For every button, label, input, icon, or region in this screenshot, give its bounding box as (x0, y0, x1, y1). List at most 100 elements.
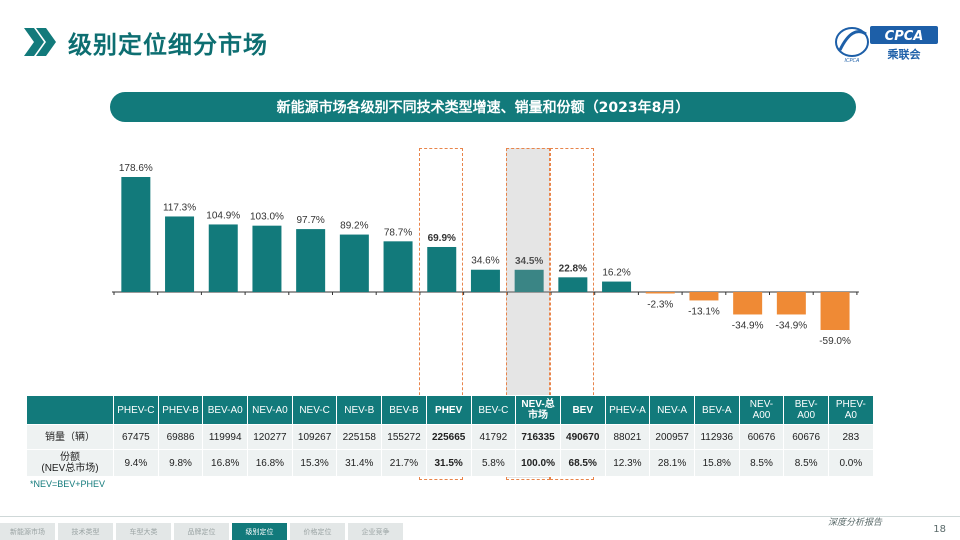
data-label-0: 178.6% (119, 163, 153, 174)
column-header: BEV-C (470, 395, 517, 425)
table-cell: 0.0% (828, 449, 874, 477)
table-header-row: PHEV-C PHEV-B BEV-A0 NEV-A0 NEV-C NEV-B BEV-B P… (26, 395, 874, 425)
sales-share-table: PHEV-C PHEV-B BEV-A0 NEV-A0 NEV-C NEV-B BEV-B P… (26, 395, 874, 477)
footer-divider (0, 516, 960, 517)
table-cell: 119994 (202, 424, 249, 450)
bar-11 (602, 281, 632, 292)
bar-1 (165, 216, 195, 292)
table-cell: 112936 (693, 424, 740, 450)
column-header: BEV- A00 (783, 395, 829, 425)
table-cell: 225158 (336, 424, 383, 450)
nav-item[interactable]: 品牌定位 (174, 523, 229, 540)
table-cell: 21.7% (381, 449, 427, 477)
table-cell: 41792 (470, 424, 517, 450)
table-cell: 9.4% (113, 449, 159, 477)
bar-5 (339, 234, 369, 292)
bar-14 (733, 292, 763, 315)
column-header: NEV-A (649, 395, 695, 425)
logo-subtext: 乘联会 (887, 47, 922, 61)
page-number: 18 (933, 524, 946, 535)
highlight-dashed-column (418, 148, 463, 480)
table-cell: 490670 (559, 424, 606, 450)
nav-item[interactable]: 新能源市场 (0, 523, 55, 540)
table-cell: 716335 (515, 424, 561, 450)
table-row: 销量（辆） 67475 69886 119994 120277 109267 225158 1… (26, 424, 874, 450)
bar-9 (514, 269, 544, 292)
cpca-logo: CPCA 乘联会 ICPCA (835, 26, 938, 64)
nav-item[interactable]: 价格定位 (290, 523, 345, 540)
table-cell: 60676 (738, 424, 785, 450)
bar-12 (645, 292, 675, 294)
data-label-8: 34.6% (471, 256, 499, 267)
table-cell: 88021 (604, 424, 651, 450)
data-label-10: 22.8% (559, 263, 587, 274)
column-header: BEV-A0 (202, 395, 249, 425)
row-label: 份额 (NEV总市场) (26, 449, 114, 477)
table-cell: 8.5% (738, 449, 785, 477)
data-label-12: -2.3% (647, 299, 673, 310)
table-corner (26, 395, 114, 425)
data-label-3: 103.0% (250, 212, 284, 223)
table-cell: 100.0% (515, 449, 561, 477)
table-cell: 12.3% (604, 449, 651, 477)
table-cell: 68.5% (559, 449, 606, 477)
bar-8 (470, 269, 500, 292)
column-header: PHEV-B (157, 395, 204, 425)
table-cell: 67475 (113, 424, 159, 450)
nav-item[interactable]: 级别定位 (232, 523, 287, 540)
data-label-16: -59.0% (819, 336, 851, 347)
data-label-6: 78.7% (384, 227, 412, 238)
highlight-dashed-column (506, 148, 550, 480)
logo-tag: ICPCA (845, 58, 860, 64)
data-label-7: 69.9% (428, 233, 456, 244)
table-cell: 31.5% (425, 449, 472, 477)
growth-bar-chart: 178.6% 117.3% 104.9% 103.0% 97.7% 89.2% 78.7% 6… (112, 163, 859, 347)
nav-item[interactable]: 车型大类 (116, 523, 171, 540)
bar-0 (121, 177, 151, 292)
page-header: 级别定位细分市场 (22, 24, 268, 60)
table-cell: 60676 (783, 424, 829, 450)
bar-3 (252, 225, 282, 292)
table-cell: 31.4% (336, 449, 383, 477)
page-title: 级别定位细分市场 (68, 30, 268, 59)
table-cell: 16.8% (247, 449, 293, 477)
highlight-dashed-column (550, 148, 594, 480)
report-tagline: 深度分析报告 (827, 518, 882, 528)
double-chevron-icon (24, 28, 56, 56)
table-row: 份额 (NEV总市场) 9.4% 9.8% 16.8% 16.8% 15.3% 31.4% 2… (26, 449, 874, 477)
data-label-4: 97.7% (296, 215, 324, 226)
nav-item[interactable]: 技术类型 (58, 523, 113, 540)
bar-6 (383, 241, 413, 292)
data-label-14: -34.9% (732, 320, 764, 331)
column-header: NEV-A0 (247, 395, 293, 425)
column-header: PHEV (425, 395, 472, 425)
bar-10 (558, 277, 588, 292)
section-nav: 新能源市场 技术类型 车型大类 品牌定位 级别定位 价格定位 企业竞争 (0, 523, 406, 540)
bar-16 (820, 292, 850, 330)
column-header: NEV-C (291, 395, 338, 425)
table-cell: 15.3% (291, 449, 338, 477)
table-cell: 109267 (291, 424, 338, 450)
row-label: 销量（辆） (26, 424, 114, 450)
bar-4 (296, 229, 326, 292)
table-cell: 283 (828, 424, 874, 450)
table-cell: 225665 (425, 424, 472, 450)
column-header: PHEV-A (604, 395, 651, 425)
nav-item[interactable]: 企业竞争 (348, 523, 403, 540)
column-header: PHEV- A0 (828, 395, 874, 425)
column-header: BEV (559, 395, 606, 425)
data-label-9: 34.5% (515, 256, 543, 267)
table-cell: 120277 (247, 424, 293, 450)
bar-7 (427, 246, 457, 292)
table-cell: 5.8% (470, 449, 517, 477)
table-cell: 15.8% (693, 449, 740, 477)
data-label-1: 117.3% (163, 202, 196, 213)
bar-13 (689, 292, 719, 301)
nev-footnote: *NEV=BEV+PHEV (30, 479, 106, 489)
table-cell: 28.1% (649, 449, 695, 477)
column-header: NEV-B (336, 395, 383, 425)
table-cell: 9.8% (157, 449, 204, 477)
column-header: NEV-总 市场 (515, 395, 561, 425)
data-label-15: -34.9% (776, 320, 808, 331)
data-label-11: 16.2% (602, 268, 630, 279)
